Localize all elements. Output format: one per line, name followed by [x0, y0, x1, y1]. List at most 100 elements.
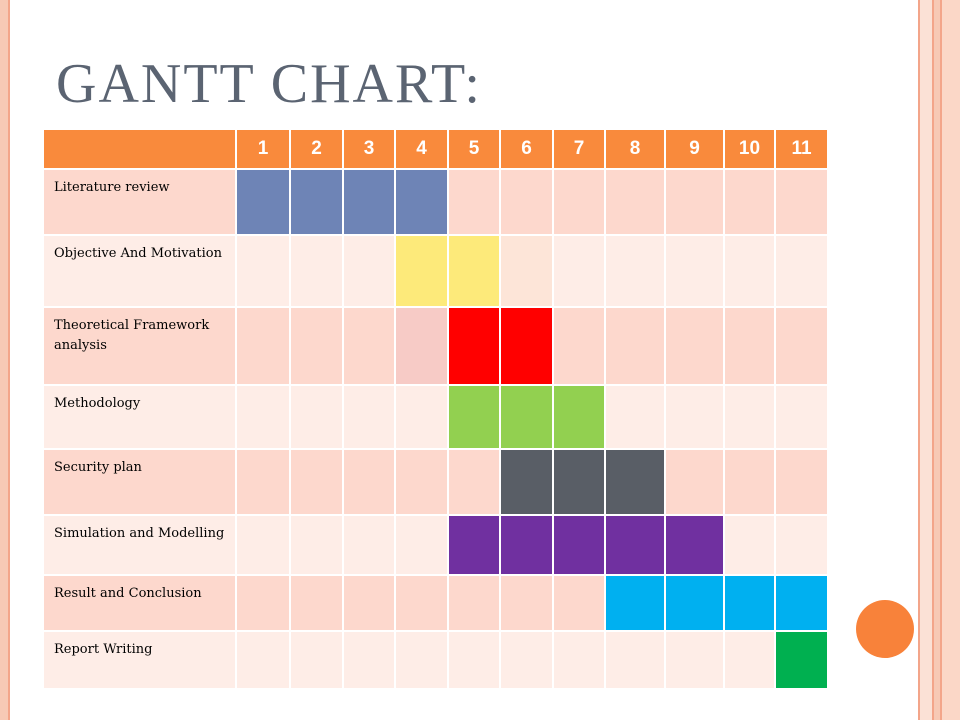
gantt-header-row: 1 2 3 4 5 6 7 8 9 10 11 [44, 130, 829, 170]
gantt-empty-cell [665, 307, 725, 386]
gantt-empty-cell [553, 169, 606, 236]
gantt-empty-cell [605, 235, 666, 308]
gantt-empty-cell [448, 169, 501, 236]
gantt-empty-cell [343, 449, 396, 516]
gantt-bar-cell [500, 449, 554, 516]
gantt-bar-cell [343, 169, 396, 236]
gantt-bar-cell [448, 235, 501, 308]
gantt-table: 1 2 3 4 5 6 7 8 9 10 11 Literature review Objective… [44, 130, 829, 690]
gantt-empty-cell [724, 515, 776, 576]
gantt-bar-cell [448, 515, 501, 576]
month-header: 10 [724, 130, 776, 170]
month-header: 7 [553, 130, 606, 170]
gantt-bar-cell [775, 575, 829, 632]
month-header: 1 [236, 130, 291, 170]
gantt-bar-cell [395, 307, 449, 386]
gantt-empty-cell [290, 235, 344, 308]
gantt-empty-cell [395, 449, 449, 516]
gantt-empty-cell [290, 385, 344, 450]
gantt-empty-cell [775, 385, 829, 450]
month-header: 5 [448, 130, 501, 170]
slide-right-border [918, 0, 960, 720]
task-row: Report Writing [44, 631, 829, 690]
gantt-empty-cell [236, 449, 291, 516]
task-label: Result and Conclusion [44, 575, 237, 632]
gantt-empty-cell [290, 575, 344, 632]
task-row: Simulation and Modelling [44, 515, 829, 576]
task-label: Literature review [44, 169, 237, 236]
gantt-empty-cell [343, 515, 396, 576]
decorative-circle [856, 600, 914, 658]
gantt-empty-cell [290, 449, 344, 516]
gantt-empty-cell [343, 307, 396, 386]
task-label: Objective And Motivation [44, 235, 237, 308]
gantt-bar-cell [448, 307, 501, 386]
header-corner-cell [44, 130, 237, 170]
gantt-bar-cell [553, 385, 606, 450]
task-label: Report Writing [44, 631, 237, 690]
month-header: 8 [605, 130, 666, 170]
gantt-empty-cell [605, 631, 666, 690]
gantt-bar-cell [290, 169, 344, 236]
gantt-empty-cell [665, 169, 725, 236]
task-label: Security plan [44, 449, 237, 516]
gantt-empty-cell [553, 575, 606, 632]
gantt-empty-cell [775, 235, 829, 308]
gantt-empty-cell [775, 449, 829, 516]
gantt-empty-cell [236, 307, 291, 386]
task-row: Security plan [44, 449, 829, 516]
gantt-empty-cell [724, 169, 776, 236]
gantt-bar-cell [605, 515, 666, 576]
gantt-empty-cell [500, 575, 554, 632]
gantt-empty-cell [236, 515, 291, 576]
gantt-body: Literature review Objective And Motivatio… [44, 169, 829, 690]
gantt-empty-cell [448, 631, 501, 690]
gantt-empty-cell [236, 631, 291, 690]
gantt-bar-cell [395, 235, 449, 308]
gantt-empty-cell [665, 385, 725, 450]
gantt-bar-cell [605, 449, 666, 516]
gantt-bar-cell [605, 575, 666, 632]
gantt-empty-cell [553, 307, 606, 386]
gantt-empty-cell [665, 235, 725, 308]
gantt-bar-cell [665, 575, 725, 632]
task-row: Theoretical Framework analysis [44, 307, 829, 386]
gantt-bar-cell [448, 385, 501, 450]
task-label: Methodology [44, 385, 237, 450]
task-label: Theoretical Framework analysis [44, 307, 237, 386]
gantt-empty-cell [724, 631, 776, 690]
gantt-empty-cell [395, 515, 449, 576]
gantt-empty-cell [343, 631, 396, 690]
gantt-bar-cell [500, 515, 554, 576]
gantt-bar-cell [665, 515, 725, 576]
gantt-empty-cell [448, 449, 501, 516]
gantt-bar-cell [236, 169, 291, 236]
gantt-empty-cell [724, 449, 776, 516]
gantt-empty-cell [395, 575, 449, 632]
gantt-empty-cell [343, 575, 396, 632]
gantt-empty-cell [395, 385, 449, 450]
gantt-empty-cell [236, 575, 291, 632]
task-row: Methodology [44, 385, 829, 450]
task-row: Objective And Motivation [44, 235, 829, 308]
gantt-empty-cell [290, 631, 344, 690]
gantt-empty-cell [236, 235, 291, 308]
gantt-empty-cell [724, 385, 776, 450]
gantt-empty-cell [343, 235, 396, 308]
month-header: 11 [775, 130, 829, 170]
gantt-empty-cell [448, 575, 501, 632]
month-header: 3 [343, 130, 396, 170]
gantt-empty-cell [343, 385, 396, 450]
gantt-bar-cell [553, 515, 606, 576]
task-row: Literature review [44, 169, 829, 236]
gantt-bar-cell [724, 575, 776, 632]
task-label: Simulation and Modelling [44, 515, 237, 576]
gantt-bar-cell [775, 631, 829, 690]
month-header: 9 [665, 130, 725, 170]
gantt-empty-cell [395, 631, 449, 690]
gantt-empty-cell [605, 169, 666, 236]
gantt-bar-cell [395, 169, 449, 236]
gantt-bar-cell [500, 307, 554, 386]
gantt-empty-cell [775, 307, 829, 386]
slide-title: GANTT CHART: [56, 53, 482, 115]
